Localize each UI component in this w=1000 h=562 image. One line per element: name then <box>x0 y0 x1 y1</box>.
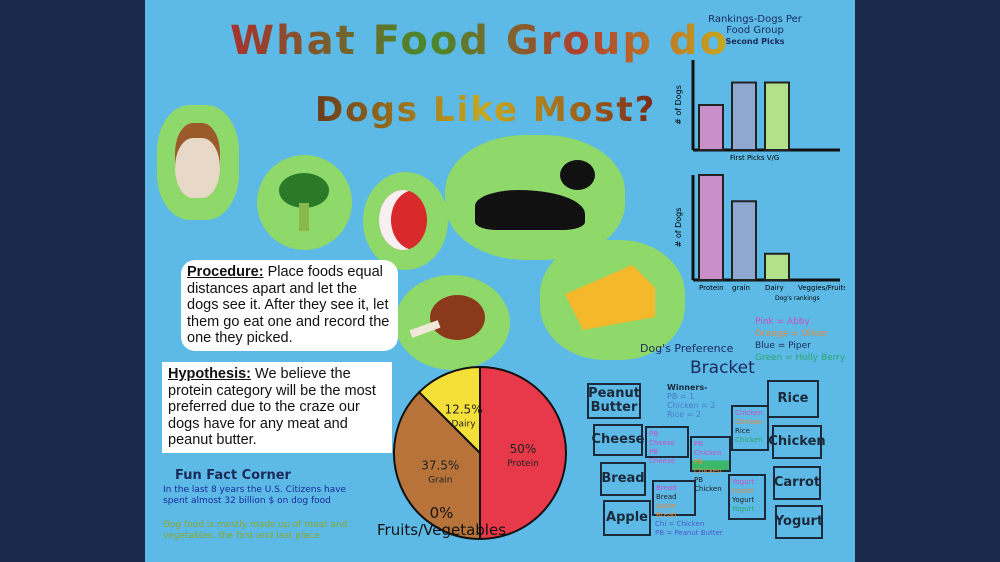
legend-item: Blue = Piper <box>755 341 811 351</box>
pie-category-label: Grain <box>428 475 452 485</box>
pie-chart: 50% Protein 37.5% Grain 12.5% Dairy <box>393 365 567 541</box>
bar-grain <box>731 81 757 151</box>
fun-fact-title: Fun Fact Corner <box>175 468 291 483</box>
bracket-cheese: Cheese <box>592 424 645 456</box>
bracket-rice: Rice <box>767 380 819 418</box>
pie-label: 50% <box>510 442 537 456</box>
pie-label: 37.5% <box>421 458 459 472</box>
bracket-bread: Bread <box>600 462 646 496</box>
y-axis-label: # of Dogs <box>675 208 683 248</box>
bracket-round1-right-bottom: Yogurt Carrot Yogurt Yogurt <box>728 474 766 520</box>
poster: What Food Group do Dogs Like Most? Proce… <box>145 0 855 562</box>
bar-dairy <box>764 252 790 281</box>
bar-protein <box>698 104 724 151</box>
bracket-winners: Winners- PB = 1 Chicken = 2 Rice = 2 <box>667 383 716 419</box>
hypothesis-label: Hypothesis: <box>168 366 251 382</box>
x-tick-label: Dairy <box>765 284 784 292</box>
bracket-key: Chi = Chicken PB = Peanut Butter <box>655 520 723 537</box>
bar-protein <box>698 174 724 281</box>
bracket-round1-left-top: PB Cheese PB Cheese <box>645 426 689 465</box>
apple-image <box>363 172 448 270</box>
legend-item: Pink = Abby <box>755 317 810 327</box>
x-axis-note: Dog's rankings <box>775 295 820 302</box>
procedure-text: Place foods equal distances apart and le… <box>187 264 390 346</box>
pie-category-label: Protein <box>507 459 539 469</box>
legend-item: Green = Holly Berry <box>755 353 846 363</box>
pie-slice-dairy <box>417 365 481 456</box>
legend-item: Orange = Oliver <box>755 329 829 339</box>
puppy-image <box>157 105 239 220</box>
pie-slice-protein <box>479 365 567 541</box>
bracket-yogurt: Yogurt <box>775 505 823 539</box>
pie-label: 12.5% <box>444 402 482 416</box>
color-legend: Pink = Abby Orange = Oliver Blue = Piper… <box>755 316 845 364</box>
bracket-carrot: Carrot <box>773 466 821 500</box>
procedure-box: Procedure: Place foods equal distances a… <box>181 260 398 351</box>
x-tick-label: Protein <box>699 284 724 292</box>
bar-charts: # of Dogs First Picks V/G # of Dogs Protein… <box>675 60 845 302</box>
x-tick-label: grain <box>732 284 750 292</box>
bar-chart-title: Rankings-Dogs Per Food Group Second Picks <box>708 14 802 46</box>
dog-image <box>445 135 625 260</box>
y-axis-label: # of Dogs <box>675 85 683 125</box>
bracket-round1-right-top: Chicken Chicken Rice Chicken <box>731 405 769 451</box>
hypothesis-text: We believe the protein category will be … <box>168 366 376 448</box>
procedure-label: Procedure: <box>187 264 264 280</box>
title-line-1: What Food Group do <box>230 18 730 64</box>
bracket-chicken: Chicken <box>768 425 826 459</box>
pie-category-label: Dairy <box>452 419 477 429</box>
bracket-title-1: Dog's Preference <box>640 342 734 355</box>
broccoli-image <box>257 155 352 250</box>
fun-fact-line-2: Dog food is mostly made up of meat and v… <box>163 520 348 541</box>
bracket-round1-left-bottom: Bread Bread Apple Bread <box>652 480 696 519</box>
hypothesis-box: Hypothesis: We believe the protein categ… <box>162 362 392 453</box>
bar-dairy <box>764 81 790 151</box>
pie-label-fruits-veg: 0% Fruits/Vegetables <box>377 504 507 539</box>
title-line-2: Dogs Like Most? <box>315 90 657 130</box>
cheese-image <box>540 240 685 360</box>
bracket-final: PB Chicken PB Chicken PB Chicken <box>690 436 731 493</box>
x-tick-label: Veggies/Fruits <box>798 284 845 292</box>
bracket-title-2: Bracket <box>690 358 755 378</box>
pie-slice-grain <box>393 390 481 541</box>
bar-grain <box>731 200 757 281</box>
bracket-peanut-butter: Peanut Butter <box>587 383 641 419</box>
fun-fact-line-1: In the last 8 years the U.S. Citizens ha… <box>163 485 347 506</box>
chicken-leg-image <box>395 275 510 370</box>
bracket-apple: Apple <box>603 500 651 536</box>
x-axis-label: First Picks V/G <box>730 154 779 162</box>
